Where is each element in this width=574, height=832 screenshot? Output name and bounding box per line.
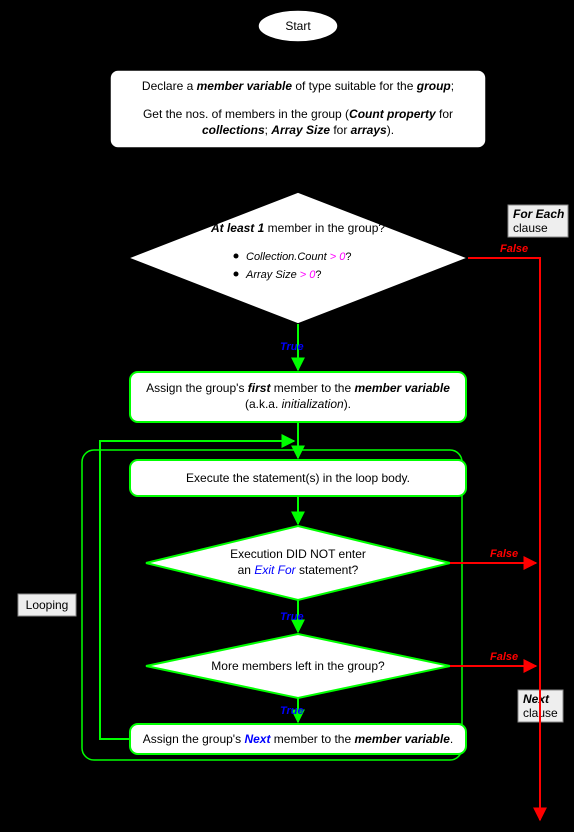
svg-text:collections; Array Size for ar: collections; Array Size for arrays). — [202, 123, 394, 137]
svg-text:Assign the group's Next member: Assign the group's Next member to the me… — [143, 732, 453, 746]
svg-text:Assign the group's first membe: Assign the group's first member to the m… — [146, 381, 450, 395]
assign-next-node: Assign the group's Next member to the me… — [130, 724, 466, 754]
svg-text:Start: Start — [285, 19, 311, 33]
looping-label-box: Looping — [18, 594, 76, 616]
cond3-false-label: False — [490, 651, 518, 663]
assign-first-node: Assign the group's first member to the m… — [130, 372, 466, 422]
svg-text:Execute the statement(s) in th: Execute the statement(s) in the loop bod… — [186, 471, 410, 485]
declare-node: Declare a member variable of type suitab… — [110, 70, 486, 148]
svg-text:Collection.Count > 0?: Collection.Count > 0? — [246, 251, 352, 263]
svg-text:Execution DID NOT enter: Execution DID NOT enter — [230, 547, 366, 561]
cond2-false-label: False — [490, 548, 518, 560]
svg-text:Next: Next — [523, 692, 550, 706]
svg-text:Declare a member variable of t: Declare a member variable of type suitab… — [142, 79, 454, 93]
svg-text:Get the nos. of members in the: Get the nos. of members in the group (Co… — [143, 107, 453, 121]
cond1-false-label: False — [500, 243, 528, 255]
cond2-true-label: True — [280, 611, 304, 623]
cond1-true-label: True — [280, 341, 304, 353]
svg-text:an Exit For statement?: an Exit For statement? — [238, 563, 359, 577]
svg-text:Looping: Looping — [26, 598, 69, 612]
svg-text:(a.k.a. initialization).: (a.k.a. initialization). — [245, 397, 351, 411]
svg-text:clause: clause — [513, 221, 548, 235]
svg-text:More members left in the group: More members left in the group? — [211, 659, 385, 673]
svg-text:For Each: For Each — [513, 207, 564, 221]
svg-text:At least 1 member in the group: At least 1 member in the group? — [210, 221, 385, 235]
start-node: Start — [258, 10, 338, 42]
execute-node: Execute the statement(s) in the loop bod… — [130, 460, 466, 496]
cond3-true-label: True — [280, 705, 304, 717]
for-each-label-box: For Each clause — [508, 205, 568, 237]
svg-text:Array Size > 0?: Array Size > 0? — [245, 269, 322, 281]
